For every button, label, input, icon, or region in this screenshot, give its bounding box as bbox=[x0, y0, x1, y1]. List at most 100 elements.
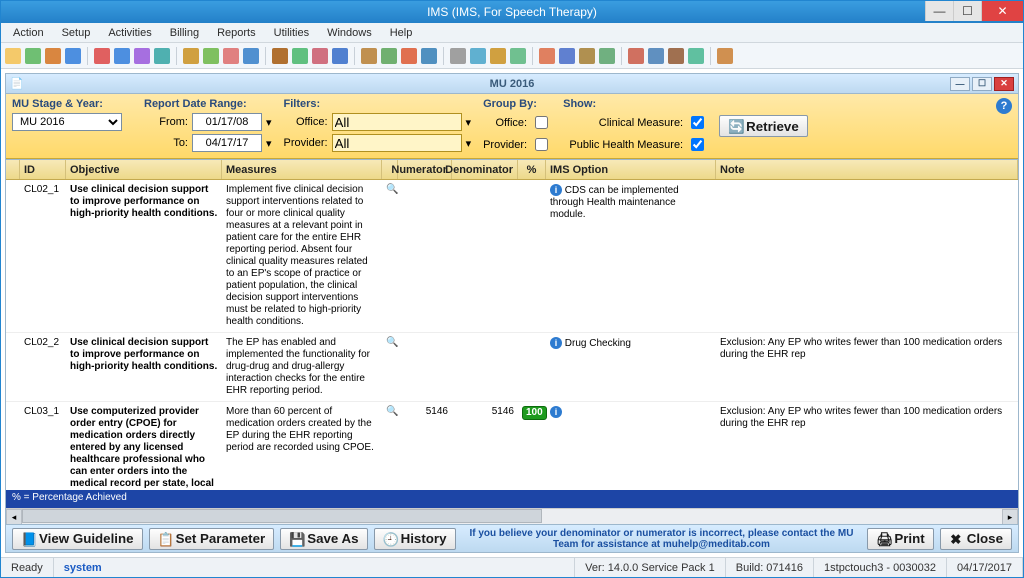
toolbar-icon-23[interactable] bbox=[510, 48, 526, 64]
provider-dropdown-icon[interactable]: ▾ bbox=[466, 137, 472, 150]
menu-billing[interactable]: Billing bbox=[162, 25, 207, 41]
public-health-checkbox[interactable] bbox=[691, 138, 704, 151]
status-system[interactable]: system bbox=[64, 562, 102, 574]
maximize-button[interactable]: ☐ bbox=[953, 1, 981, 21]
toolbar-icon-22[interactable] bbox=[490, 48, 506, 64]
toolbar-icon-0[interactable] bbox=[5, 48, 21, 64]
menu-windows[interactable]: Windows bbox=[319, 25, 380, 41]
toolbar-icon-28[interactable] bbox=[628, 48, 644, 64]
office-filter-input[interactable] bbox=[332, 113, 462, 131]
toolbar-icon-5[interactable] bbox=[114, 48, 130, 64]
status-connection: 1stpctouch3 - 0030032 bbox=[814, 558, 947, 577]
menu-action[interactable]: Action bbox=[5, 25, 52, 41]
magnify-icon[interactable]: 🔍 bbox=[386, 337, 398, 349]
magnify-icon[interactable]: 🔍 bbox=[386, 184, 398, 196]
toolbar-icon-8[interactable] bbox=[183, 48, 199, 64]
status-bar: Ready system Ver: 14.0.0 Service Pack 1 … bbox=[1, 557, 1023, 577]
toolbar-icon-10[interactable] bbox=[223, 48, 239, 64]
to-date-input[interactable] bbox=[192, 134, 262, 152]
grid-body[interactable]: CL02_1Use clinical decision support to i… bbox=[6, 180, 1018, 490]
inner-maximize-button[interactable]: ☐ bbox=[972, 77, 992, 91]
menu-help[interactable]: Help bbox=[382, 25, 421, 41]
toolbar-icon-32[interactable] bbox=[717, 48, 733, 64]
header-note[interactable]: Note bbox=[716, 160, 1018, 179]
scroll-track[interactable] bbox=[22, 509, 1002, 524]
toolbar-icon-29[interactable] bbox=[648, 48, 664, 64]
toolbar-icon-25[interactable] bbox=[559, 48, 575, 64]
to-label: To: bbox=[144, 137, 188, 149]
help-icon[interactable]: ? bbox=[996, 98, 1012, 114]
info-icon[interactable]: i bbox=[550, 406, 562, 418]
toolbar-icon-12[interactable] bbox=[272, 48, 288, 64]
scroll-thumb[interactable] bbox=[22, 509, 542, 523]
magnify-icon[interactable]: 🔍 bbox=[386, 406, 398, 418]
header-ims-option[interactable]: IMS Option bbox=[546, 160, 716, 179]
header-percent[interactable]: % bbox=[518, 160, 546, 179]
close-icon: ✖ bbox=[949, 532, 963, 546]
menu-activities[interactable]: Activities bbox=[100, 25, 159, 41]
info-icon[interactable]: i bbox=[550, 184, 562, 196]
toolbar-icon-9[interactable] bbox=[203, 48, 219, 64]
view-guideline-button[interactable]: 📘View Guideline bbox=[12, 528, 143, 550]
clinical-measure-checkbox[interactable] bbox=[691, 116, 704, 129]
toolbar-icon-6[interactable] bbox=[134, 48, 150, 64]
group-provider-checkbox[interactable] bbox=[535, 138, 548, 151]
toolbar-icon-14[interactable] bbox=[312, 48, 328, 64]
toolbar-icon-7[interactable] bbox=[154, 48, 170, 64]
menu-setup[interactable]: Setup bbox=[54, 25, 99, 41]
toolbar-icon-3[interactable] bbox=[65, 48, 81, 64]
toolbar-icon-21[interactable] bbox=[470, 48, 486, 64]
scroll-left-button[interactable]: ◂ bbox=[6, 509, 22, 525]
group-by-label: Group By: bbox=[483, 98, 551, 110]
toolbar-icon-24[interactable] bbox=[539, 48, 555, 64]
retrieve-button[interactable]: 🔄Retrieve bbox=[719, 115, 808, 137]
toolbar-icon-2[interactable] bbox=[45, 48, 61, 64]
header-denominator[interactable]: Denominator bbox=[452, 160, 518, 179]
header-objective[interactable]: Objective bbox=[66, 160, 222, 179]
from-date-input[interactable] bbox=[192, 113, 262, 131]
print-button[interactable]: 🖨Print bbox=[867, 528, 933, 550]
toolbar-icon-18[interactable] bbox=[401, 48, 417, 64]
table-row[interactable]: CL02_1Use clinical decision support to i… bbox=[6, 180, 1018, 333]
info-icon[interactable]: i bbox=[550, 337, 562, 349]
toolbar-icon-13[interactable] bbox=[292, 48, 308, 64]
save-as-button[interactable]: 💾Save As bbox=[280, 528, 367, 550]
toolbar-icon-31[interactable] bbox=[688, 48, 704, 64]
set-parameter-button[interactable]: 📋Set Parameter bbox=[149, 528, 275, 550]
status-build: Build: 071416 bbox=[726, 558, 814, 577]
menu-utilities[interactable]: Utilities bbox=[266, 25, 317, 41]
toolbar-icon-16[interactable] bbox=[361, 48, 377, 64]
inner-minimize-button[interactable]: — bbox=[950, 77, 970, 91]
to-date-picker-icon[interactable]: ▾ bbox=[266, 137, 272, 150]
toolbar-icon-17[interactable] bbox=[381, 48, 397, 64]
toolbar-icon-11[interactable] bbox=[243, 48, 259, 64]
provider-filter-input[interactable] bbox=[332, 134, 462, 152]
toolbar-icon-4[interactable] bbox=[94, 48, 110, 64]
table-row[interactable]: CL02_2Use clinical decision support to i… bbox=[6, 333, 1018, 402]
stage-year-select[interactable]: MU 2016 bbox=[12, 113, 122, 131]
close-button[interactable]: ✕ bbox=[981, 1, 1023, 21]
toolbar-icon-30[interactable] bbox=[668, 48, 684, 64]
toolbar-icon-27[interactable] bbox=[599, 48, 615, 64]
status-version: Ver: 14.0.0 Service Pack 1 bbox=[575, 558, 726, 577]
print-icon: 🖨 bbox=[876, 532, 890, 546]
header-id[interactable]: ID bbox=[20, 160, 66, 179]
toolbar-icon-20[interactable] bbox=[450, 48, 466, 64]
from-date-picker-icon[interactable]: ▾ bbox=[266, 116, 272, 129]
header-measures[interactable]: Measures bbox=[222, 160, 382, 179]
minimize-button[interactable]: — bbox=[925, 1, 953, 21]
office-dropdown-icon[interactable]: ▾ bbox=[466, 116, 472, 129]
toolbar-icon-26[interactable] bbox=[579, 48, 595, 64]
table-row[interactable]: CL03_1Use computerized provider order en… bbox=[6, 402, 1018, 490]
toolbar-icon-1[interactable] bbox=[25, 48, 41, 64]
scroll-right-button[interactable]: ▸ bbox=[1002, 509, 1018, 525]
menu-reports[interactable]: Reports bbox=[209, 25, 264, 41]
inner-close-button[interactable]: ✕ bbox=[994, 77, 1014, 91]
horizontal-scrollbar[interactable]: ◂ ▸ bbox=[6, 508, 1018, 524]
header-numerator[interactable]: Numerator bbox=[398, 160, 452, 179]
toolbar-icon-19[interactable] bbox=[421, 48, 437, 64]
toolbar-icon-15[interactable] bbox=[332, 48, 348, 64]
close-panel-button[interactable]: ✖Close bbox=[940, 528, 1012, 550]
history-button[interactable]: 🕘History bbox=[374, 528, 456, 550]
group-office-checkbox[interactable] bbox=[535, 116, 548, 129]
